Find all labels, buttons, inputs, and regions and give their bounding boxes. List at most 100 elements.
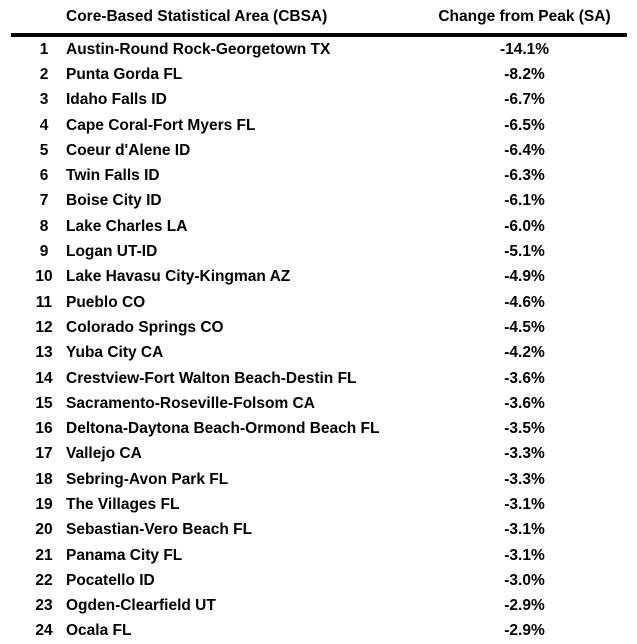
table-row: 1 Austin-Round Rock-Georgetown TX -14.1% xyxy=(0,37,637,62)
rank-cell: 12 xyxy=(35,318,53,336)
cbsa-cell: Lake Charles LA xyxy=(66,217,188,235)
change-cell: -14.1% xyxy=(499,40,550,58)
rank-cell: 6 xyxy=(39,167,49,185)
table-row: 6 Twin Falls ID -6.3% xyxy=(0,163,637,188)
cbsa-cell: Lake Havasu City-Kingman AZ xyxy=(66,268,291,286)
cbsa-cell: Sebastian-Vero Beach FL xyxy=(66,521,253,539)
table-row: 13 Yuba City CA -4.2% xyxy=(0,341,637,366)
rank-cell: 4 xyxy=(39,116,49,134)
rank-cell: 22 xyxy=(35,571,53,589)
rank-cell: 3 xyxy=(39,91,49,109)
rank-cell: 16 xyxy=(35,420,53,438)
cbsa-cell: The Villages FL xyxy=(66,495,180,513)
rank-cell: 8 xyxy=(39,217,49,235)
rank-cell: 24 xyxy=(35,622,53,640)
change-cell: -6.3% xyxy=(504,167,545,185)
change-cell: -4.5% xyxy=(504,318,545,336)
cbsa-cell: Yuba City CA xyxy=(66,344,164,362)
rank-cell: 17 xyxy=(35,445,53,463)
change-cell: -3.3% xyxy=(504,445,545,463)
table-row: 5 Coeur d'Alene ID -6.4% xyxy=(0,138,637,163)
table-row: 8 Lake Charles LA -6.0% xyxy=(0,214,637,239)
change-cell: -2.9% xyxy=(504,622,545,640)
header-divider xyxy=(11,33,627,37)
table-row: 21 Panama City FL -3.1% xyxy=(0,543,637,568)
table-body: 1 Austin-Round Rock-Georgetown TX -14.1% 2 P… xyxy=(0,37,637,644)
table-row: 22 Pocatello ID -3.0% xyxy=(0,568,637,593)
rank-cell: 20 xyxy=(35,521,53,539)
rank-cell: 11 xyxy=(35,293,53,311)
change-cell: -3.5% xyxy=(504,420,545,438)
rank-cell: 7 xyxy=(39,192,49,210)
cbsa-cell: Ocala FL xyxy=(66,622,132,640)
table-row: 7 Boise City ID -6.1% xyxy=(0,189,637,214)
change-cell: -6.5% xyxy=(504,116,545,134)
change-cell: -4.9% xyxy=(504,268,545,286)
rank-cell: 10 xyxy=(35,268,53,286)
table-row: 20 Sebastian-Vero Beach FL -3.1% xyxy=(0,518,637,543)
rank-cell: 23 xyxy=(35,597,53,615)
cbsa-cell: Pocatello ID xyxy=(66,571,155,589)
cbsa-cell: Idaho Falls ID xyxy=(66,91,167,109)
column-header-change: Change from Peak (SA) xyxy=(438,7,611,25)
cbsa-cell: Logan UT-ID xyxy=(66,243,158,261)
cbsa-cell: Coeur d'Alene ID xyxy=(66,141,191,159)
rank-cell: 14 xyxy=(35,369,53,387)
rank-cell: 19 xyxy=(35,495,53,513)
table-row: 3 Idaho Falls ID -6.7% xyxy=(0,88,637,113)
change-cell: -6.7% xyxy=(504,91,545,109)
cbsa-cell: Sacramento-Roseville-Folsom CA xyxy=(66,394,315,412)
change-cell: -3.3% xyxy=(504,470,545,488)
cbsa-cell: Boise City ID xyxy=(66,192,162,210)
table-row: 17 Vallejo CA -3.3% xyxy=(0,442,637,467)
change-cell: -6.4% xyxy=(504,141,545,159)
cbsa-cell: Vallejo CA xyxy=(66,445,142,463)
table-row: 19 The Villages FL -3.1% xyxy=(0,492,637,517)
cbsa-cell: Punta Gorda FL xyxy=(66,65,183,83)
cbsa-cell: Ogden-Clearfield UT xyxy=(66,597,216,615)
table-row: 16 Deltona-Daytona Beach-Ormond Beach FL -… xyxy=(0,416,637,441)
rank-cell: 13 xyxy=(35,344,53,362)
table-row: 24 Ocala FL -2.9% xyxy=(0,619,637,644)
change-cell: -3.1% xyxy=(504,495,545,513)
change-cell: -2.9% xyxy=(504,597,545,615)
column-header-cbsa: Core-Based Statistical Area (CBSA) xyxy=(66,7,328,25)
table-row: 10 Lake Havasu City-Kingman AZ -4.9% xyxy=(0,265,637,290)
table-row: 2 Punta Gorda FL -8.2% xyxy=(0,62,637,87)
table-row: 23 Ogden-Clearfield UT -2.9% xyxy=(0,594,637,619)
table-row: 4 Cape Coral-Fort Myers FL -6.5% xyxy=(0,113,637,138)
table-header-row: Core-Based Statistical Area (CBSA) Chang… xyxy=(0,0,637,33)
cbsa-cell: Sebring-Avon Park FL xyxy=(66,470,229,488)
rank-cell: 5 xyxy=(39,141,49,159)
change-cell: -4.6% xyxy=(504,293,545,311)
rank-cell: 21 xyxy=(35,546,53,564)
table-row: 11 Pueblo CO -4.6% xyxy=(0,290,637,315)
cbsa-cell: Panama City FL xyxy=(66,546,183,564)
cbsa-cell: Pueblo CO xyxy=(66,293,146,311)
change-cell: -4.2% xyxy=(504,344,545,362)
table-row: 14 Crestview-Fort Walton Beach-Destin FL -… xyxy=(0,366,637,391)
change-cell: -3.1% xyxy=(504,521,545,539)
change-cell: -5.1% xyxy=(504,243,545,261)
change-cell: -3.6% xyxy=(504,394,545,412)
table-row: 15 Sacramento-Roseville-Folsom CA -3.6% xyxy=(0,391,637,416)
rank-cell: 1 xyxy=(39,40,49,58)
cbsa-cell: Crestview-Fort Walton Beach-Destin FL xyxy=(66,369,357,387)
change-cell: -3.0% xyxy=(504,571,545,589)
rank-cell: 2 xyxy=(39,65,49,83)
table-row: 18 Sebring-Avon Park FL -3.3% xyxy=(0,467,637,492)
change-cell: -3.1% xyxy=(504,546,545,564)
change-cell: -6.1% xyxy=(504,192,545,210)
rank-cell: 18 xyxy=(35,470,53,488)
rank-cell: 15 xyxy=(35,394,53,412)
cbsa-cell: Colorado Springs CO xyxy=(66,318,224,336)
cbsa-cell: Deltona-Daytona Beach-Ormond Beach FL xyxy=(66,420,380,438)
cbsa-cell: Cape Coral-Fort Myers FL xyxy=(66,116,256,134)
change-cell: -8.2% xyxy=(504,65,545,83)
cbsa-cell: Austin-Round Rock-Georgetown TX xyxy=(66,40,331,58)
change-cell: -6.0% xyxy=(504,217,545,235)
rank-cell: 9 xyxy=(39,243,49,261)
change-cell: -3.6% xyxy=(504,369,545,387)
table-row: 12 Colorado Springs CO -4.5% xyxy=(0,315,637,340)
